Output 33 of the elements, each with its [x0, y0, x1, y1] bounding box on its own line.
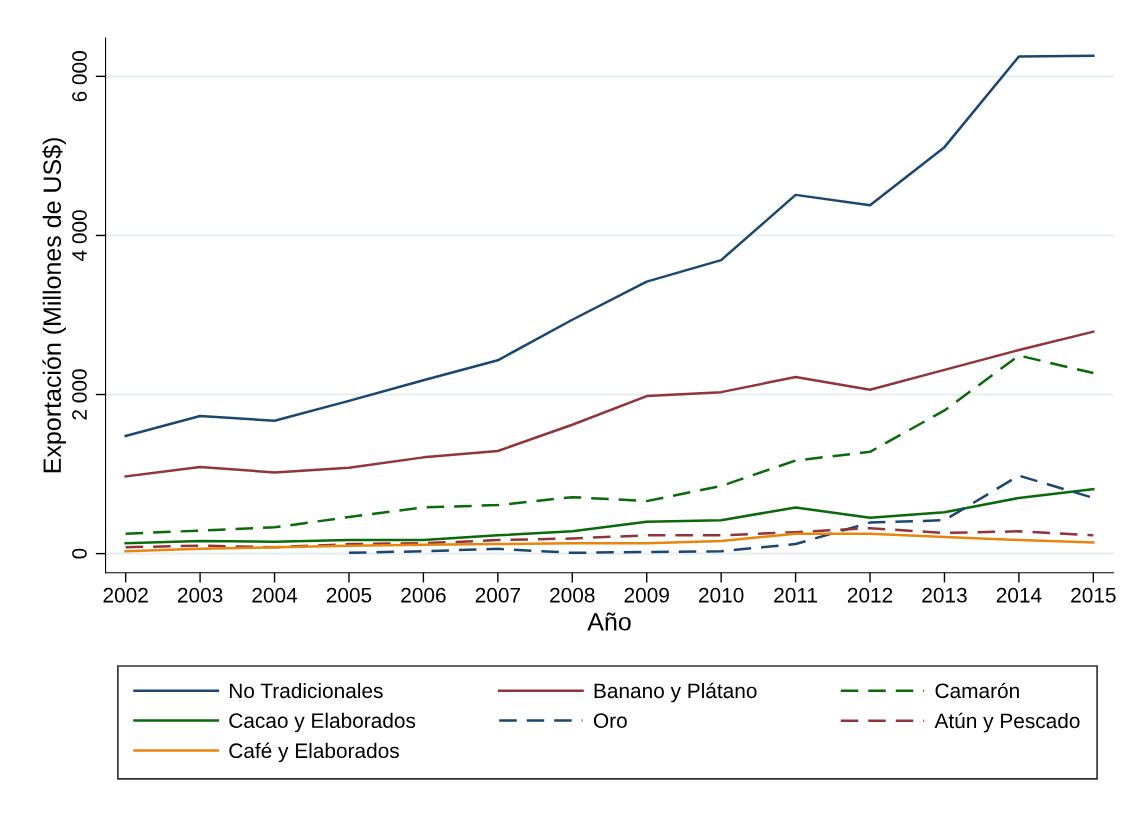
line-series: [124, 526, 1095, 549]
legend-label: Banano y Plátano: [594, 682, 757, 703]
x-tick-label: 2013: [922, 587, 967, 603]
x-tick-label: 2006: [401, 587, 446, 603]
legend-label: Café y Elaborados: [229, 742, 399, 763]
y-tick-label: 4 000: [72, 210, 87, 262]
y-tick-label: 6 000: [72, 51, 87, 102]
x-tick-label: 2008: [550, 587, 595, 603]
x-tick-label: 2004: [252, 587, 298, 603]
x-tick-label: 2002: [103, 587, 148, 603]
legend-label: Cacao y Elaborados: [229, 712, 416, 733]
y-tick-label: 0: [72, 548, 87, 559]
line-series: [124, 532, 1095, 553]
x-axis-title: Año: [587, 612, 631, 631]
y-tick-label: 2 000: [72, 369, 87, 420]
x-tick-label: 2010: [699, 587, 744, 603]
line-series: [124, 354, 1095, 535]
line-series: [124, 330, 1095, 478]
line-series: [124, 54, 1095, 438]
legend-label: Oro: [593, 713, 627, 729]
x-tick-label: 2011: [774, 587, 817, 603]
x-tick-label: 2012: [847, 587, 893, 603]
legend-label: Atún y Pescado: [934, 712, 1080, 733]
line-series: [124, 487, 1095, 545]
x-tick-label: 2009: [624, 587, 669, 603]
x-tick-label: 2007: [475, 587, 520, 603]
legend-label: Camarón: [935, 682, 1019, 699]
legend-label: No Tradicionales: [229, 682, 383, 699]
x-tick-label: 2003: [177, 587, 223, 603]
x-tick-label: 2014: [996, 587, 1042, 603]
x-tick-label: 2005: [326, 587, 372, 603]
y-axis-title: Exportación (Millones de US$): [42, 138, 66, 473]
x-tick-label: 2015: [1071, 587, 1116, 603]
